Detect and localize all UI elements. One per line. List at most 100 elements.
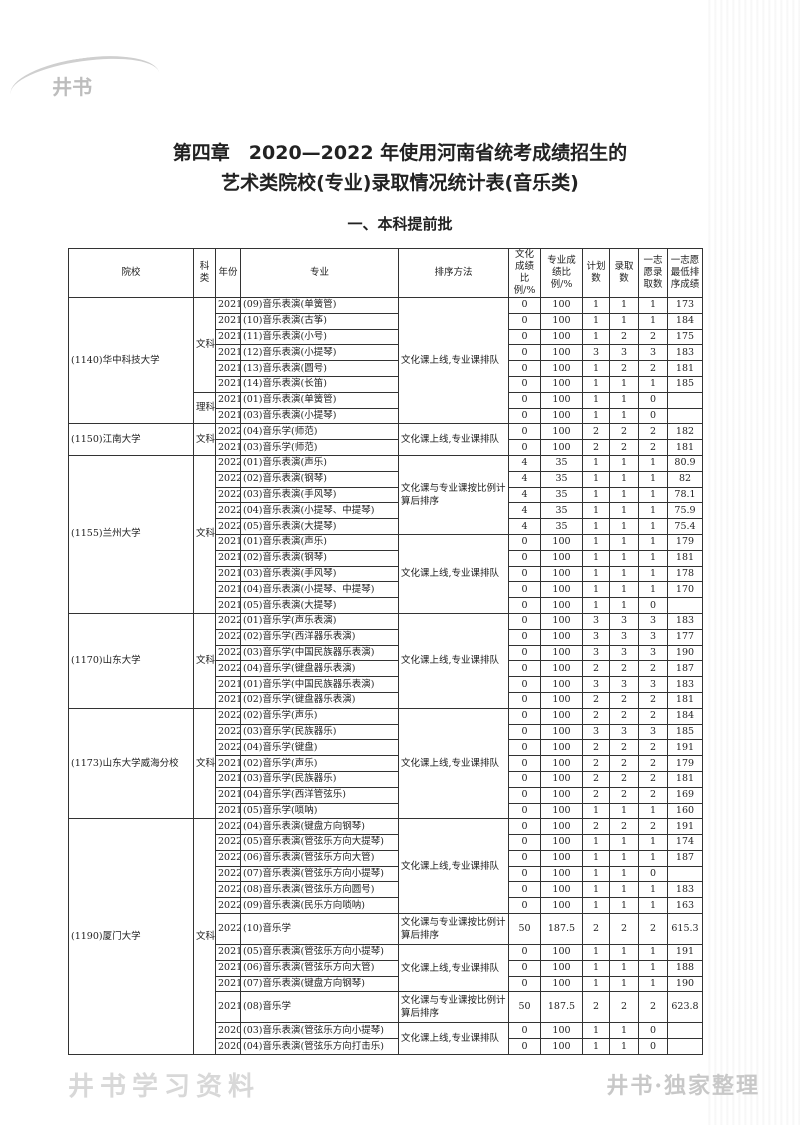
first-choice-count: 3 [638, 612, 668, 630]
plan-count: 1 [582, 502, 610, 520]
year: 2021 [215, 597, 241, 614]
first-choice-count: 0 [638, 1038, 668, 1056]
pro-ratio: 100 [540, 644, 583, 662]
first-choice-count: 1 [638, 502, 668, 520]
pro-ratio: 100 [540, 375, 583, 393]
header-cell: 一志愿录取数 [638, 248, 668, 298]
school-name: (1190)厦门大学 [68, 818, 194, 1056]
admitted-count: 1 [609, 391, 639, 409]
plan-count: 3 [582, 344, 610, 362]
admitted-count: 1 [609, 407, 639, 425]
admitted-count: 2 [609, 707, 639, 725]
min-score: 75.4 [667, 518, 703, 535]
plan-count: 1 [582, 518, 610, 535]
year: 2021 [215, 770, 241, 788]
table-row: 2021 (01)音乐学(中国民族器乐表演) 0 100 3 3 3 183 [69, 676, 703, 693]
year: 2021 [215, 549, 241, 567]
year: 2021 [215, 533, 241, 551]
year: 2022 [215, 881, 241, 899]
min-score: 184 [667, 707, 703, 725]
year: 2021 [215, 581, 241, 599]
first-choice-count: 2 [638, 439, 668, 456]
admitted-count: 2 [609, 328, 639, 346]
major: (02)音乐学(键盘器乐表演) [240, 691, 399, 709]
major: (01)音乐学(中国民族器乐表演) [240, 676, 399, 693]
pro-ratio: 100 [540, 597, 583, 614]
major: (08)音乐学 [240, 991, 399, 1024]
major: (02)音乐表演(钢琴) [240, 470, 399, 488]
plan-count: 1 [582, 897, 610, 915]
admitted-count: 3 [609, 723, 639, 741]
table-row: 2022 (09)音乐表演(民乐方向唢呐) 0 100 1 1 1 163 [69, 897, 703, 915]
major: (10)音乐学 [240, 913, 399, 946]
major: (14)音乐表演(长笛) [240, 375, 399, 393]
plan-count: 1 [582, 849, 610, 867]
ranking-method: 文化课上线,专业课排队 [398, 944, 509, 993]
plan-count: 1 [582, 549, 610, 567]
table-header: 院校 科类 年份 专业 排序方法 文化成绩比例/% 专业成绩比例/% 计划数 录取数 一志愿录取数… [68, 248, 703, 298]
first-choice-count: 2 [638, 360, 668, 377]
min-score: 163 [667, 897, 703, 915]
admitted-count: 2 [609, 660, 639, 678]
major: (02)音乐学(西洋器乐表演) [240, 628, 399, 646]
culture-ratio: 4 [508, 486, 541, 504]
min-score: 183 [667, 881, 703, 899]
category: 文科 [193, 818, 216, 1056]
culture-ratio: 0 [508, 360, 541, 377]
first-choice-count: 2 [638, 991, 668, 1024]
first-choice-count: 1 [638, 454, 668, 472]
admitted-count: 3 [609, 612, 639, 630]
culture-ratio: 0 [508, 786, 541, 804]
admitted-count: 1 [609, 975, 639, 993]
culture-ratio: 0 [508, 375, 541, 393]
min-score: 160 [667, 802, 703, 820]
table-row: (1140)华中科技大学 文科 2021 (09)音乐表演(单簧管) 文化课上线,专业课… [68, 296, 703, 425]
first-choice-count: 0 [638, 597, 668, 614]
first-choice-count: 1 [638, 518, 668, 535]
first-choice-count: 1 [638, 297, 668, 314]
major: (01)音乐学(声乐表演) [240, 612, 399, 630]
first-choice-count: 2 [638, 786, 668, 804]
min-score: 173 [667, 297, 703, 314]
year: 2021 [215, 944, 241, 961]
major: (12)音乐表演(小提琴) [240, 344, 399, 362]
year: 2022 [215, 518, 241, 535]
admitted-count: 2 [609, 818, 639, 836]
culture-ratio: 0 [508, 628, 541, 646]
category: 文科 [193, 423, 216, 456]
pro-ratio: 100 [540, 865, 583, 883]
culture-ratio: 0 [508, 897, 541, 915]
year: 2022 [215, 865, 241, 883]
first-choice-count: 2 [638, 755, 668, 772]
major: (07)音乐表演(键盘方向钢琴) [240, 975, 399, 993]
culture-ratio: 4 [508, 502, 541, 520]
culture-ratio: 0 [508, 328, 541, 346]
culture-ratio: 0 [508, 1038, 541, 1056]
table-row: 2021 (05)音乐学(唢呐) 0 100 1 1 1 160 [69, 802, 703, 820]
min-score: 191 [667, 944, 703, 961]
year: 2021 [215, 755, 241, 772]
culture-ratio: 4 [508, 518, 541, 535]
ranking-method: 文化课上线,专业课排队 [398, 612, 509, 709]
plan-count: 1 [582, 581, 610, 599]
header-cell: 计划数 [582, 248, 610, 298]
major: (13)音乐表演(圆号) [240, 360, 399, 377]
year: 2021 [215, 565, 241, 583]
pro-ratio: 100 [540, 755, 583, 772]
plan-count: 2 [582, 991, 610, 1024]
first-choice-count: 0 [638, 407, 668, 425]
year: 2022 [215, 660, 241, 678]
plan-count: 2 [582, 739, 610, 757]
admission-table: 院校 科类 年份 专业 排序方法 文化成绩比例/% 专业成绩比例/% 计划数 录取数 一志愿录取数… [68, 248, 703, 1056]
culture-ratio: 0 [508, 297, 541, 314]
school-name: (1170)山东大学 [68, 612, 194, 709]
min-score: 179 [667, 755, 703, 772]
plan-count: 1 [582, 865, 610, 883]
table-row: 2022 (04)音乐学(键盘器乐表演) 0 100 2 2 2 187 [69, 660, 703, 678]
min-score: 185 [667, 375, 703, 393]
first-choice-count: 1 [638, 975, 668, 993]
major: (10)音乐表演(古筝) [240, 312, 399, 330]
min-score: 181 [667, 549, 703, 567]
major: (03)音乐表演(手风琴) [240, 565, 399, 583]
table-row: 2021 (03)音乐表演(小提琴) 0 100 1 1 0 [69, 407, 703, 425]
